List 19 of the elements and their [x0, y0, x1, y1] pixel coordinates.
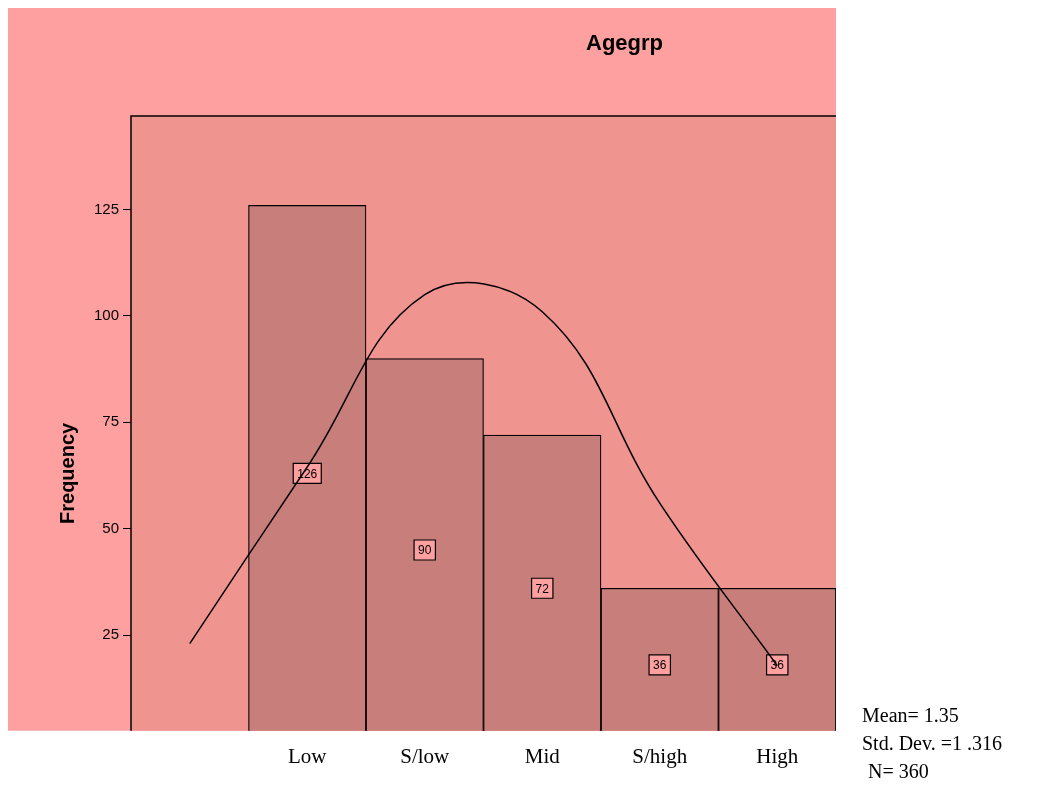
y-tick-label: 125	[93, 199, 119, 217]
data-label: 36	[770, 658, 785, 673]
x-tick-label: Mid	[524, 743, 561, 768]
text: N= 360	[868, 760, 929, 783]
y-tick-label: 25	[102, 625, 119, 643]
x-tick-label: S/high	[632, 743, 688, 768]
x-tick-label: S/low	[400, 743, 451, 768]
text: Std. Dev. =1 .316	[862, 732, 1002, 755]
data-label: 90	[418, 543, 432, 558]
chart-title: Agegrp	[586, 30, 663, 56]
y-tick-label: 75	[102, 412, 119, 430]
data-label: 36	[653, 658, 667, 673]
x-tick-label: Low	[288, 743, 328, 768]
y-axis-title: Frequency	[55, 421, 78, 524]
data-label: 72	[535, 581, 550, 596]
y-tick-label: 100	[93, 306, 119, 324]
x-tick-label: High	[756, 743, 799, 768]
y-tick-label: 50	[102, 518, 119, 536]
text: Mean= 1.35	[862, 704, 959, 727]
